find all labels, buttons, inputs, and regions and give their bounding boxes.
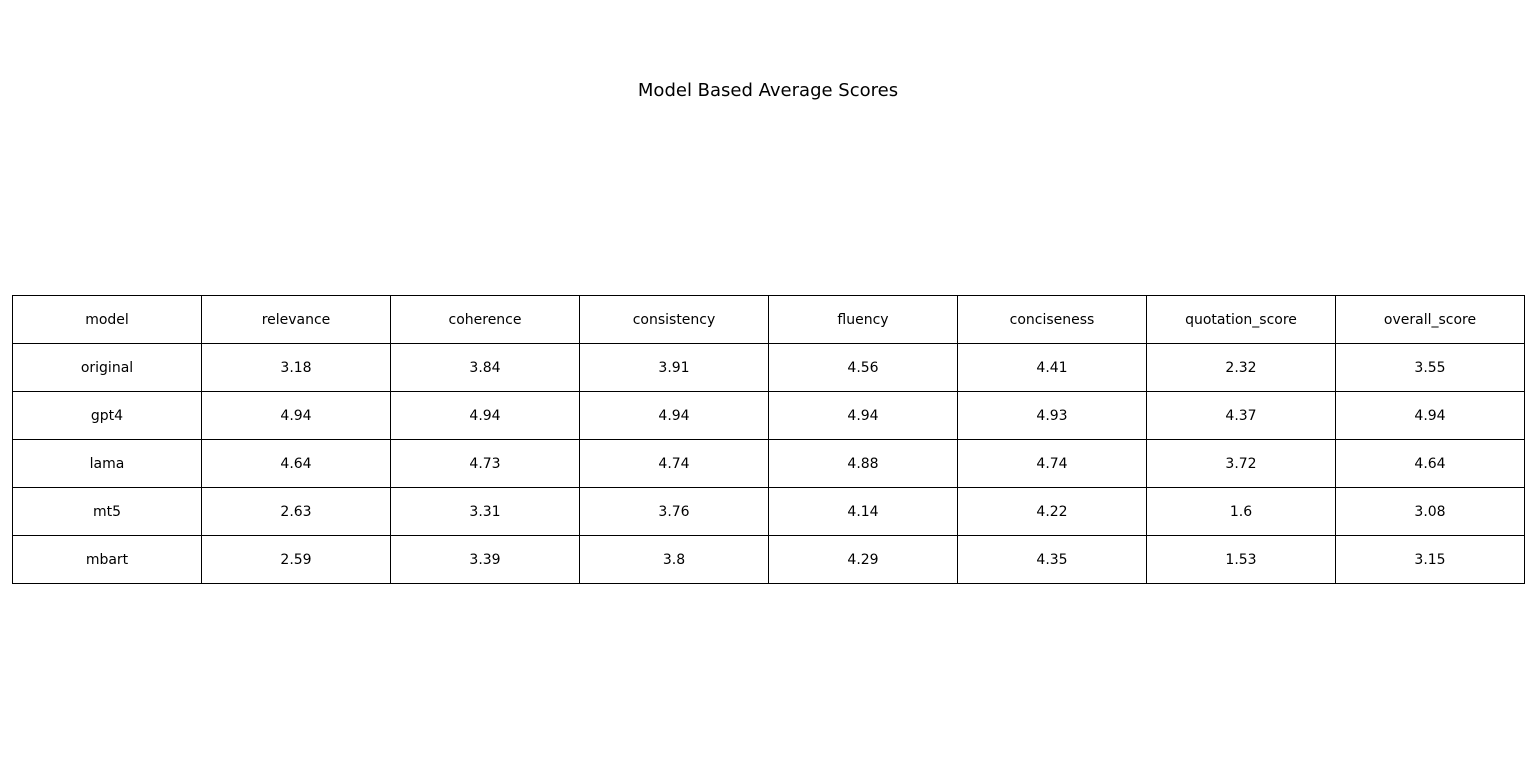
table-row: mbart 2.59 3.39 3.8 4.29 4.35 1.53 3.15 (12, 535, 1525, 584)
table-title: Model Based Average Scores (637, 80, 899, 101)
table-cell-fluency: 4.94 (768, 391, 958, 440)
table-cell-relevance: 2.63 (201, 487, 391, 536)
table-cell-consistency: 3.76 (579, 487, 769, 536)
table-cell-fluency: 4.88 (768, 439, 958, 488)
table-cell-conciseness: 4.74 (957, 439, 1147, 488)
table-cell-quotation-score: 4.37 (1146, 391, 1336, 440)
table-row: gpt4 4.94 4.94 4.94 4.94 4.93 4.37 4.94 (12, 391, 1525, 440)
table-cell-overall-score: 4.64 (1335, 439, 1525, 488)
table-header-row: model relevance coherence consistency fl… (12, 295, 1525, 344)
table-cell-overall-score: 3.55 (1335, 343, 1525, 392)
table-cell-consistency: 4.74 (579, 439, 769, 488)
table-row: lama 4.64 4.73 4.74 4.88 4.74 3.72 4.64 (12, 439, 1525, 488)
table-cell-fluency: 4.56 (768, 343, 958, 392)
table-cell-quotation-score: 1.6 (1146, 487, 1336, 536)
table-cell-conciseness: 4.41 (957, 343, 1147, 392)
header-cell-conciseness: conciseness (957, 295, 1147, 344)
header-cell-quotation-score: quotation_score (1146, 295, 1336, 344)
header-cell-relevance: relevance (201, 295, 391, 344)
header-cell-coherence: coherence (390, 295, 580, 344)
header-cell-model: model (12, 295, 202, 344)
table-cell-coherence: 4.73 (390, 439, 580, 488)
table-cell-overall-score: 3.15 (1335, 535, 1525, 584)
table-cell-coherence: 3.31 (390, 487, 580, 536)
table-cell-coherence: 4.94 (390, 391, 580, 440)
table-cell-overall-score: 3.08 (1335, 487, 1525, 536)
header-cell-overall-score: overall_score (1335, 295, 1525, 344)
table-cell-relevance: 2.59 (201, 535, 391, 584)
table-cell-consistency: 3.8 (579, 535, 769, 584)
table-cell-conciseness: 4.93 (957, 391, 1147, 440)
table-cell-model: lama (12, 439, 202, 488)
header-cell-consistency: consistency (579, 295, 769, 344)
table-cell-coherence: 3.84 (390, 343, 580, 392)
table-cell-quotation-score: 2.32 (1146, 343, 1336, 392)
table-cell-fluency: 4.29 (768, 535, 958, 584)
table-cell-conciseness: 4.22 (957, 487, 1147, 536)
table-row: original 3.18 3.84 3.91 4.56 4.41 2.32 3.55 (12, 343, 1525, 392)
table-cell-coherence: 3.39 (390, 535, 580, 584)
table-cell-consistency: 4.94 (579, 391, 769, 440)
table-cell-model: gpt4 (12, 391, 202, 440)
table-cell-fluency: 4.14 (768, 487, 958, 536)
table-cell-consistency: 3.91 (579, 343, 769, 392)
table-cell-relevance: 3.18 (201, 343, 391, 392)
scores-table: model relevance coherence consistency fl… (12, 295, 1525, 584)
table-cell-relevance: 4.64 (201, 439, 391, 488)
table-cell-model: mt5 (12, 487, 202, 536)
table-cell-relevance: 4.94 (201, 391, 391, 440)
table-row: mt5 2.63 3.31 3.76 4.14 4.22 1.6 3.08 (12, 487, 1525, 536)
table-cell-model: mbart (12, 535, 202, 584)
header-cell-fluency: fluency (768, 295, 958, 344)
table-cell-quotation-score: 3.72 (1146, 439, 1336, 488)
table-cell-conciseness: 4.35 (957, 535, 1147, 584)
table-cell-model: original (12, 343, 202, 392)
table-cell-quotation-score: 1.53 (1146, 535, 1336, 584)
table-cell-overall-score: 4.94 (1335, 391, 1525, 440)
